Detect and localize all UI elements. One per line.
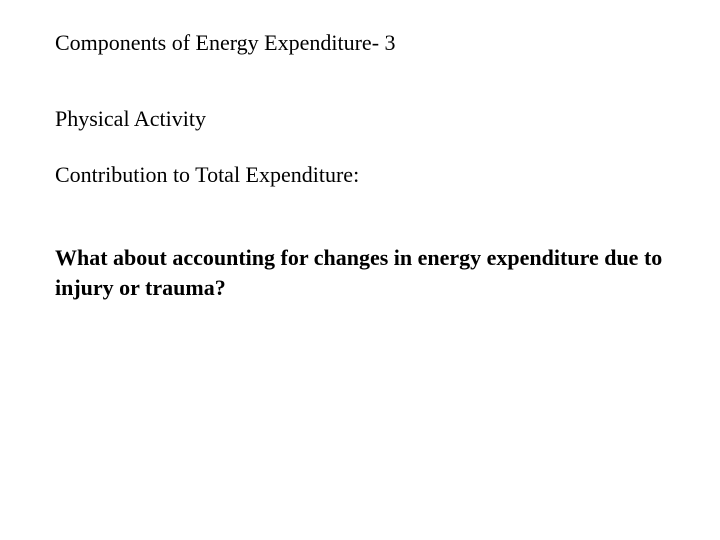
section-heading: Physical Activity — [55, 106, 665, 132]
page-title: Components of Energy Expenditure- 3 — [55, 30, 665, 56]
question-text: What about accounting for changes in ene… — [55, 243, 665, 302]
contribution-label: Contribution to Total Expenditure: — [55, 162, 665, 188]
